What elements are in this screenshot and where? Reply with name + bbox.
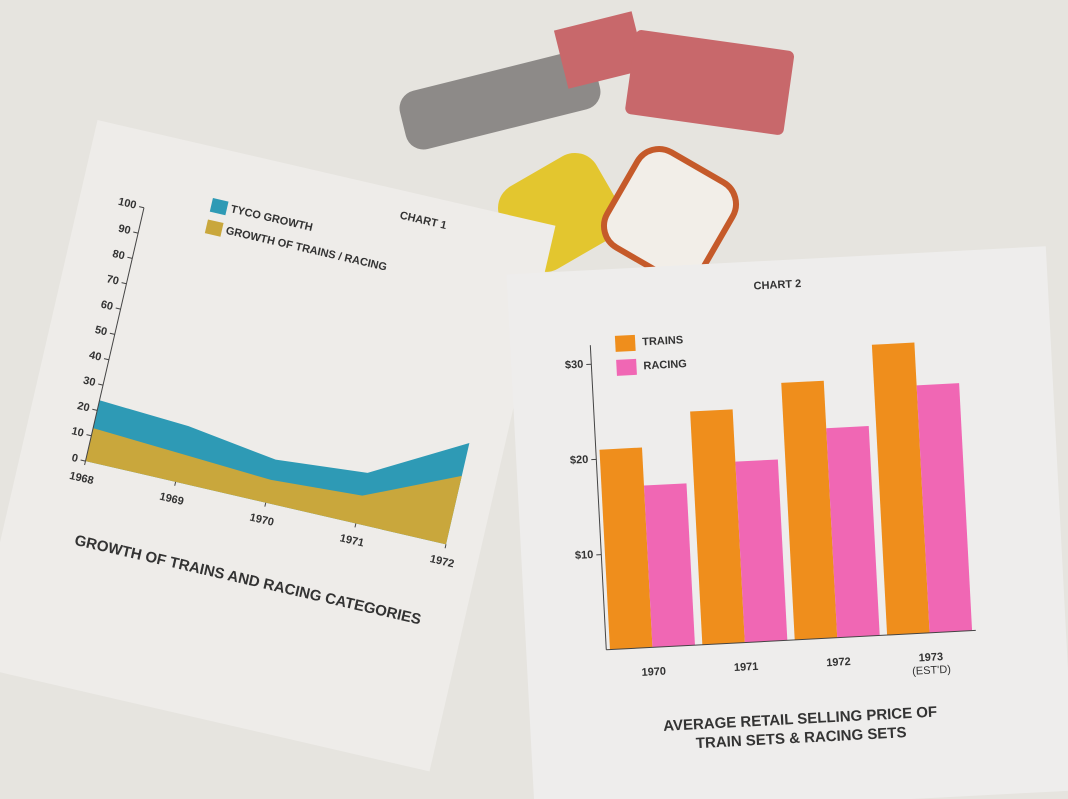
y-tick	[121, 282, 127, 285]
annotation: (EST'D)	[912, 664, 951, 678]
y-tick-label: $10	[575, 549, 594, 562]
bar	[781, 380, 838, 640]
x-tick-label: 1969	[158, 491, 185, 508]
x-tick	[444, 544, 447, 549]
legend-swatch	[614, 334, 636, 352]
y-tick-label: 70	[105, 273, 120, 287]
x-tick-label: 1973	[918, 651, 943, 664]
bar	[690, 409, 745, 645]
x-tick	[174, 481, 177, 486]
bar	[735, 459, 788, 643]
chart-2-paper: CHART 2 $10 $20 $30 TRAINS RACING 1970 1971 1972…	[506, 246, 1068, 799]
y-tick	[109, 332, 115, 335]
bar	[599, 447, 653, 650]
y-tick	[127, 256, 133, 259]
legend-label: TRAINS	[642, 334, 684, 348]
y-tick	[80, 459, 86, 462]
y-tick-label: $20	[570, 454, 589, 467]
y-tick-label: 40	[88, 349, 103, 363]
y-tick	[115, 307, 121, 310]
y-axis	[589, 345, 607, 650]
y-tick	[86, 434, 92, 437]
y-tick-label: 60	[100, 299, 115, 313]
x-tick-label: 1971	[339, 532, 366, 549]
x-tick-label: 1970	[248, 512, 275, 529]
legend-swatch	[204, 219, 224, 237]
chart-title: CHART 2	[753, 278, 801, 292]
bar	[643, 483, 695, 648]
x-tick-label: 1972	[826, 656, 851, 669]
y-tick-label: 80	[111, 248, 126, 262]
legend-swatch	[616, 358, 637, 376]
y-tick	[103, 358, 109, 361]
y-tick-label: $30	[565, 359, 584, 372]
y-tick	[138, 206, 145, 209]
toy-train	[399, 11, 795, 150]
x-tick-label: 1971	[734, 661, 759, 674]
y-tick-label: 30	[82, 375, 97, 389]
x-tick	[264, 502, 267, 507]
paper	[0, 120, 556, 772]
y-tick	[133, 231, 139, 234]
y-tick-label: 20	[76, 400, 91, 414]
y-tick-label: 100	[117, 196, 138, 212]
x-tick	[84, 460, 86, 466]
y-tick	[92, 408, 98, 411]
legend-label: RACING	[643, 358, 687, 372]
area	[85, 428, 462, 545]
y-tick	[98, 383, 104, 386]
bar	[916, 383, 973, 633]
x-tick-label: 1968	[68, 470, 95, 487]
y-tick-label: 0	[70, 452, 79, 465]
x-tick	[354, 523, 357, 528]
bar	[871, 342, 930, 636]
x-tick-label: 1970	[641, 666, 666, 679]
y-tick-label: 10	[70, 425, 85, 439]
y-tick-label: 50	[94, 324, 109, 338]
x-tick-label: 1972	[429, 553, 456, 570]
legend-swatch	[209, 198, 229, 216]
x-axis	[606, 629, 976, 651]
y-tick-label: 90	[117, 223, 132, 237]
bar	[826, 426, 880, 638]
